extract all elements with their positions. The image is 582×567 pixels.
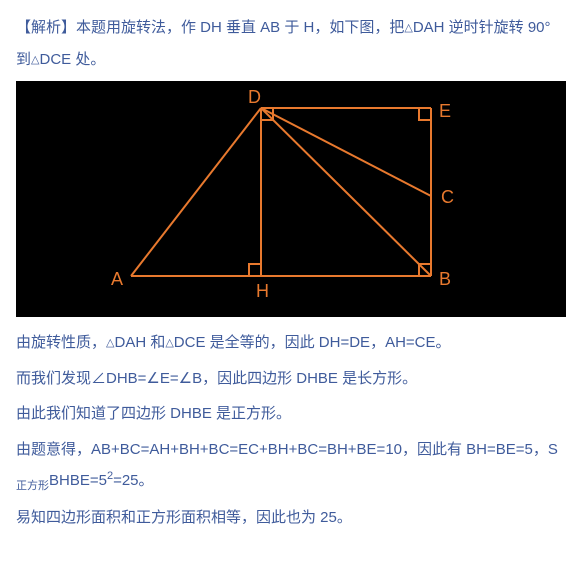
triangle-glyph: △ <box>404 22 412 34</box>
analysis-line-4: 由此我们知道了四边形 DHBE 是正方形。 <box>16 398 566 430</box>
analysis-line-3: 而我们发现∠DHB=∠E=∠B，因此四边形 DHBE 是长方形。 <box>16 363 566 395</box>
p1c: DCE 处。 <box>39 51 105 68</box>
analysis-line-5: 由题意得，AB+BC=AH+BH+BC=EC+BH+BC=BH+BE=10，因此… <box>16 434 566 499</box>
svg-text:D: D <box>248 87 261 107</box>
geometry-diagram: A H B D E C <box>16 81 566 317</box>
p2c: DCE 是全等的，因此 DH=DE，AH=CE。 <box>174 334 451 351</box>
analysis-line-6: 易知四边形面积和正方形面积相等，因此也为 25。 <box>16 502 566 534</box>
svg-text:C: C <box>441 187 454 207</box>
p5: 由题意得，AB+BC=AH+BH+BC=EC+BH+BC=BH+BE=10，因此… <box>16 441 558 458</box>
p5-sub: 正方形 <box>16 480 49 492</box>
svg-text:H: H <box>256 281 269 301</box>
diagram-svg: A H B D E C <box>16 81 566 317</box>
analysis-line-1: 【解析】本题用旋转法，作 DH 垂直 AB 于 H，如下图，把△DAH 逆时针旋… <box>16 12 566 75</box>
svg-text:A: A <box>111 269 123 289</box>
p1a: 【解析】本题用旋转法，作 DH 垂直 AB 于 H，如下图，把 <box>16 19 404 36</box>
analysis-line-2: 由旋转性质，△DAH 和△DCE 是全等的，因此 DH=DE，AH=CE。 <box>16 327 566 359</box>
svg-text:B: B <box>439 269 451 289</box>
triangle-glyph: △ <box>165 337 173 349</box>
svg-text:E: E <box>439 101 451 121</box>
p5-mid: BHBE=5 <box>49 472 107 489</box>
p5-end: =25。 <box>113 472 153 489</box>
p2a: 由旋转性质， <box>16 334 106 351</box>
p2b: DAH 和 <box>114 334 165 351</box>
